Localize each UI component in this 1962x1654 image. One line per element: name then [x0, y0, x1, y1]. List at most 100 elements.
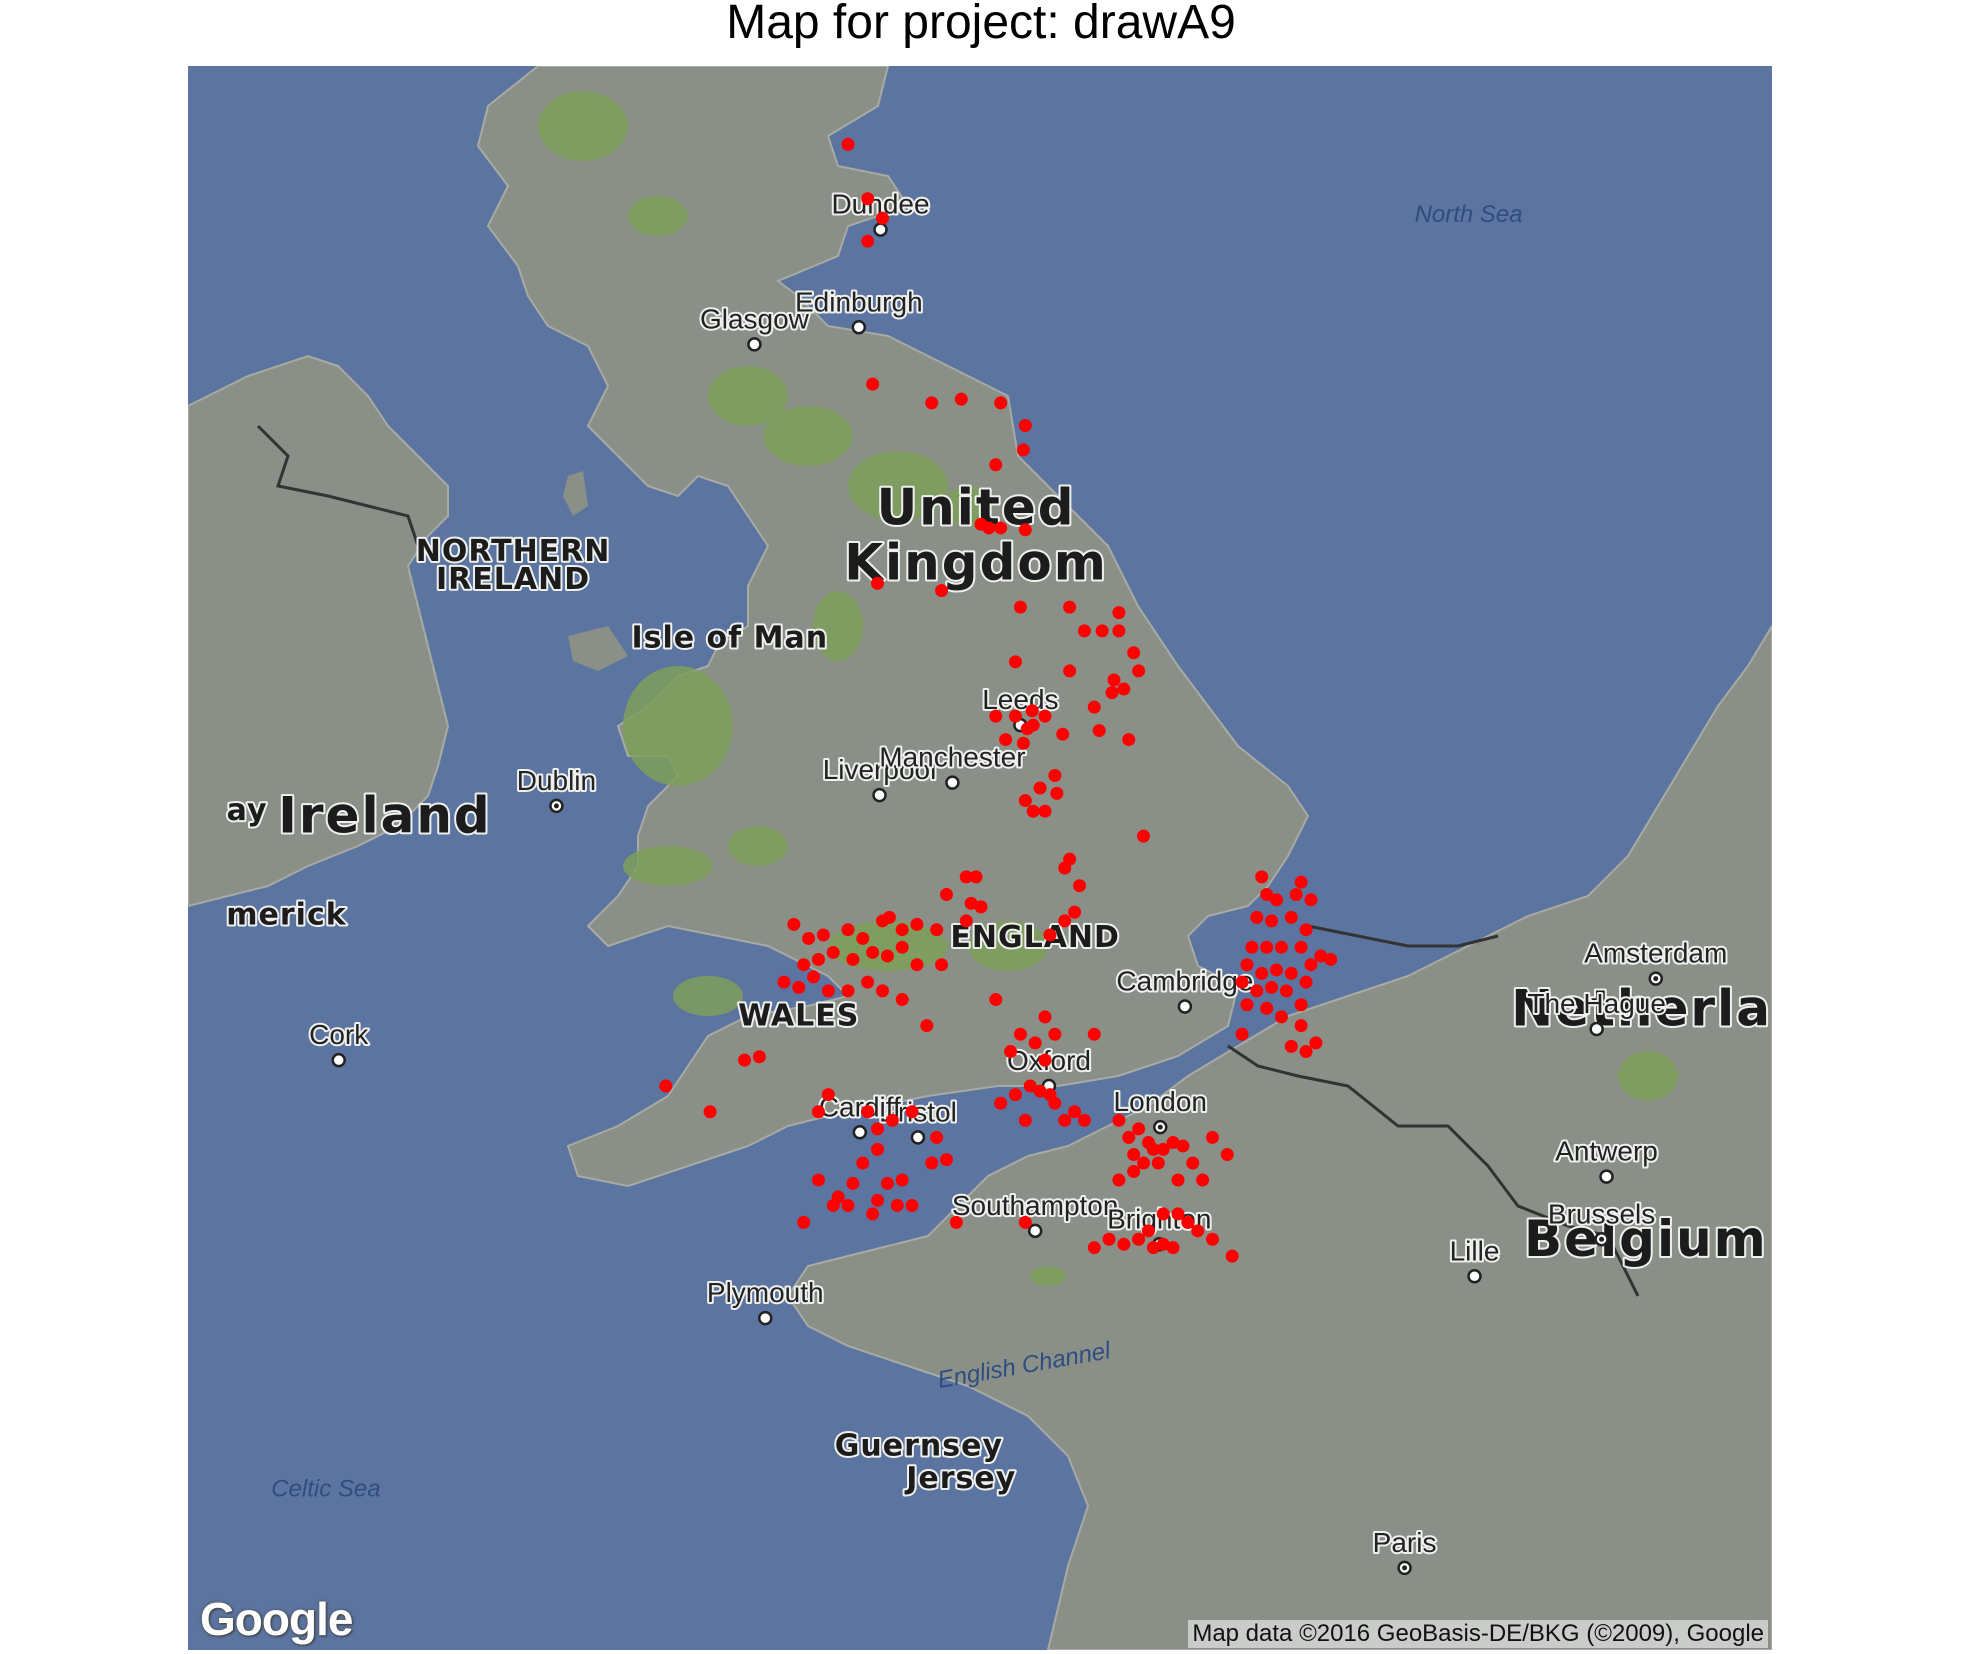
data-point[interactable] — [910, 958, 924, 972]
data-point[interactable] — [969, 870, 983, 884]
data-point[interactable] — [959, 914, 973, 928]
data-point[interactable] — [1050, 786, 1064, 800]
data-point[interactable] — [1260, 1001, 1274, 1015]
data-point[interactable] — [811, 1105, 825, 1119]
data-point[interactable] — [1294, 998, 1308, 1012]
data-point[interactable] — [1235, 1027, 1249, 1041]
data-point[interactable] — [802, 931, 816, 945]
data-point[interactable] — [1008, 655, 1022, 669]
data-point[interactable] — [1068, 1105, 1082, 1119]
data-point[interactable] — [1026, 718, 1040, 732]
data-point[interactable] — [1107, 673, 1121, 687]
data-point[interactable] — [856, 931, 870, 945]
data-point[interactable] — [1240, 998, 1254, 1012]
data-point[interactable] — [816, 928, 830, 942]
data-point[interactable] — [905, 1105, 919, 1119]
data-point[interactable] — [1137, 1156, 1151, 1170]
data-point[interactable] — [875, 211, 889, 225]
data-point[interactable] — [659, 1079, 673, 1093]
data-point[interactable] — [1284, 910, 1298, 924]
data-point[interactable] — [738, 1053, 752, 1067]
data-point[interactable] — [1117, 1237, 1131, 1251]
data-point[interactable] — [1240, 958, 1254, 972]
data-point[interactable] — [1127, 1165, 1141, 1179]
data-point[interactable] — [1095, 624, 1109, 638]
data-point[interactable] — [935, 584, 949, 598]
data-point[interactable] — [1171, 1173, 1185, 1187]
data-point[interactable] — [752, 1050, 766, 1064]
data-point[interactable] — [1314, 949, 1328, 963]
data-point[interactable] — [1205, 1130, 1219, 1144]
data-point[interactable] — [1299, 923, 1313, 937]
data-point[interactable] — [1038, 1053, 1052, 1067]
data-point[interactable] — [811, 952, 825, 966]
data-point[interactable] — [866, 1207, 880, 1221]
data-point[interactable] — [954, 392, 968, 406]
data-point[interactable] — [1250, 984, 1264, 998]
data-point[interactable] — [1048, 1096, 1062, 1110]
data-point[interactable] — [1033, 1084, 1047, 1098]
data-point[interactable] — [871, 1142, 885, 1156]
data-point[interactable] — [787, 917, 801, 931]
data-point[interactable] — [1255, 966, 1269, 980]
data-point[interactable] — [989, 993, 1003, 1007]
data-point[interactable] — [925, 1156, 939, 1170]
data-point[interactable] — [989, 709, 1003, 723]
data-point[interactable] — [841, 984, 855, 998]
data-point[interactable] — [1063, 600, 1077, 614]
data-point[interactable] — [925, 396, 939, 410]
data-point[interactable] — [994, 396, 1008, 410]
data-point[interactable] — [1304, 893, 1318, 907]
data-point[interactable] — [940, 1153, 954, 1167]
data-point[interactable] — [1077, 1113, 1091, 1127]
data-point[interactable] — [1013, 600, 1027, 614]
data-point[interactable] — [846, 952, 860, 966]
data-point[interactable] — [1028, 1036, 1042, 1050]
data-point[interactable] — [1289, 888, 1303, 902]
data-point[interactable] — [1112, 624, 1126, 638]
data-point[interactable] — [1018, 1215, 1032, 1229]
data-point[interactable] — [1056, 727, 1070, 741]
data-point[interactable] — [1156, 1142, 1170, 1156]
data-point[interactable] — [1166, 1136, 1180, 1150]
data-point[interactable] — [1166, 1241, 1180, 1255]
data-point[interactable] — [1018, 794, 1032, 808]
data-point[interactable] — [1274, 940, 1288, 954]
data-point[interactable] — [703, 1105, 717, 1119]
data-point[interactable] — [1309, 1036, 1323, 1050]
data-point[interactable] — [871, 1122, 885, 1136]
data-point[interactable] — [1026, 804, 1040, 818]
data-point[interactable] — [841, 923, 855, 937]
data-point[interactable] — [974, 900, 988, 914]
data-point[interactable] — [821, 1088, 835, 1102]
data-point[interactable] — [866, 377, 880, 391]
data-point[interactable] — [1156, 1207, 1170, 1221]
data-point[interactable] — [1304, 958, 1318, 972]
data-point[interactable] — [1102, 1232, 1116, 1246]
data-point[interactable] — [1270, 963, 1284, 977]
data-point[interactable] — [895, 923, 909, 937]
data-point[interactable] — [1274, 1010, 1288, 1024]
data-point[interactable] — [935, 958, 949, 972]
data-point[interactable] — [959, 870, 973, 884]
data-point[interactable] — [1058, 914, 1072, 928]
data-point[interactable] — [1196, 1173, 1210, 1187]
data-point[interactable] — [807, 970, 821, 984]
data-point[interactable] — [811, 1173, 825, 1187]
data-point[interactable] — [1087, 700, 1101, 714]
data-point[interactable] — [861, 234, 875, 248]
data-point[interactable] — [792, 980, 806, 994]
data-point[interactable] — [895, 940, 909, 954]
data-point[interactable] — [1122, 1130, 1136, 1144]
data-point[interactable] — [910, 917, 924, 931]
data-point[interactable] — [1112, 1173, 1126, 1187]
data-point[interactable] — [920, 1019, 934, 1033]
data-point[interactable] — [880, 949, 894, 963]
data-point[interactable] — [882, 910, 896, 924]
data-point[interactable] — [885, 1113, 899, 1127]
data-point[interactable] — [1132, 1122, 1146, 1136]
data-point[interactable] — [1127, 1147, 1141, 1161]
data-point[interactable] — [826, 1198, 840, 1212]
data-point[interactable] — [1146, 1241, 1160, 1255]
data-point[interactable] — [1018, 1113, 1032, 1127]
